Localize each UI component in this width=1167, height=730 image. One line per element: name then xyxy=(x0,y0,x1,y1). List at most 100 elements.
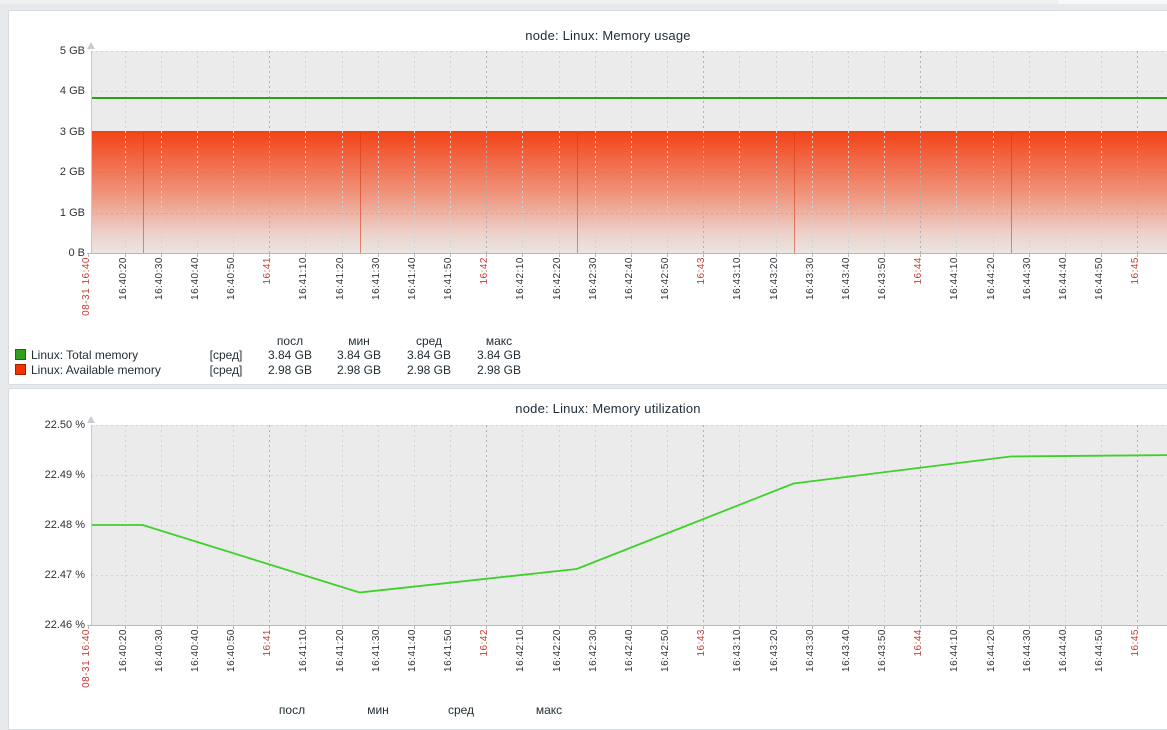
vertical-gridline xyxy=(703,51,705,253)
x-tick-mark xyxy=(811,626,813,629)
vertical-gridline xyxy=(630,425,632,625)
x-tick-label: 16:40:50 xyxy=(226,257,237,300)
vertical-gridline xyxy=(233,51,234,253)
vertical-gridline xyxy=(486,425,488,625)
top-strip xyxy=(0,0,1167,4)
x-tick-mark xyxy=(450,626,451,629)
legend-value: 2.98 GB xyxy=(476,362,522,377)
x-tick-mark xyxy=(992,254,994,257)
y-tick-label: 22.50 % xyxy=(44,419,85,431)
x-tick-label: 16:44:20 xyxy=(985,257,997,300)
x-tick-label: 16:43:50 xyxy=(877,257,888,300)
x-tick-label: 16:43:10 xyxy=(732,257,744,300)
x-tick-label: 16:42:20 xyxy=(551,629,563,672)
chart-title: node: Linux: Memory utilization xyxy=(515,401,701,416)
x-tick-mark xyxy=(630,254,632,257)
vertical-gridline xyxy=(956,51,958,253)
x-tick-mark xyxy=(1137,626,1139,629)
x-tick-label: 16:41:50 xyxy=(443,629,454,672)
legend-item-name[interactable]: Linux: Total memory xyxy=(31,348,139,362)
x-tick-label: 16:41:50 xyxy=(443,257,454,300)
x-tick-label: 08-31 16:40 xyxy=(81,257,93,316)
y-tick-label: 22.46 % xyxy=(44,619,85,631)
x-tick-mark xyxy=(1137,254,1139,257)
x-tick-mark xyxy=(884,626,885,629)
vertical-gridline xyxy=(630,51,632,253)
x-tick-mark xyxy=(956,626,958,629)
memory-usage-plot-area[interactable] xyxy=(91,51,1167,253)
x-tick-mark xyxy=(739,626,741,629)
x-tick-mark xyxy=(1101,626,1103,629)
x-tick-mark xyxy=(558,254,560,257)
x-tick-mark xyxy=(88,254,90,257)
x-tick-mark xyxy=(450,254,451,257)
legend-item-function: [сред] xyxy=(209,362,243,377)
memory-utilization-plot-area[interactable] xyxy=(91,425,1167,625)
x-tick-label: 16:42:10 xyxy=(515,629,527,672)
vertical-gridline xyxy=(269,425,271,625)
vertical-gridline xyxy=(956,425,958,625)
top-strip-right xyxy=(1058,0,1167,4)
x-tick-mark xyxy=(920,626,922,629)
y-tick-label: 4 GB xyxy=(59,85,85,98)
memory-utilization-graph-card: node: Linux: Memory utilization 08-31 16… xyxy=(8,388,1167,730)
x-tick-label: 16:43 xyxy=(696,257,708,285)
legend-column-header: сред xyxy=(415,334,443,348)
x-tick-label: 16:41:40 xyxy=(406,257,418,300)
x-tick-mark xyxy=(558,626,560,629)
chart-title: node: Linux: Memory usage xyxy=(525,28,691,43)
x-tick-mark xyxy=(88,626,90,629)
x-tick-mark xyxy=(160,626,162,629)
x-tick-label: 16:41:10 xyxy=(298,629,310,672)
x-tick-mark xyxy=(1028,626,1030,629)
x-tick-label: 16:44:30 xyxy=(1021,629,1033,672)
vertical-gridline xyxy=(847,425,849,625)
x-tick-mark xyxy=(703,254,705,257)
y-tick-label: 3 GB xyxy=(59,125,85,138)
x-tick-label: 16:44:50 xyxy=(1094,629,1106,672)
area-sample-seam xyxy=(793,132,795,253)
x-tick-mark xyxy=(884,254,885,257)
vertical-gridline xyxy=(305,51,307,253)
vertical-gridline xyxy=(739,425,741,625)
x-tick-mark xyxy=(377,254,379,257)
x-tick-label: 16:42:30 xyxy=(587,257,599,300)
available-memory-area xyxy=(91,130,1167,253)
vertical-gridline xyxy=(847,51,849,253)
legend-value: 2.98 GB xyxy=(267,362,313,377)
x-tick-mark xyxy=(667,254,668,257)
x-tick-mark xyxy=(847,626,849,629)
horizontal-gridline xyxy=(91,425,1167,426)
vertical-gridline xyxy=(233,425,234,625)
vertical-gridline xyxy=(1137,425,1139,625)
x-tick-label: 16:43:40 xyxy=(840,629,852,672)
x-tick-label: 16:40:50 xyxy=(226,629,237,672)
area-sample-seam xyxy=(142,132,144,253)
vertical-gridline xyxy=(920,425,922,625)
x-tick-mark xyxy=(1064,254,1066,257)
x-tick-mark xyxy=(775,254,777,257)
y-tick-label: 2 GB xyxy=(59,166,85,179)
vertical-gridline xyxy=(811,51,813,253)
vertical-gridline xyxy=(775,425,777,625)
x-tick-mark xyxy=(630,626,632,629)
x-tick-mark xyxy=(341,254,343,257)
horizontal-gridline xyxy=(91,575,1167,576)
vertical-gridline xyxy=(124,51,126,253)
vertical-gridline xyxy=(341,425,343,625)
x-tick-label: 16:41:20 xyxy=(334,629,346,672)
horizontal-gridline xyxy=(91,51,1167,52)
legend-value: 3.84 GB xyxy=(476,348,522,362)
y-tick-label: 22.47 % xyxy=(44,569,85,581)
vertical-gridline xyxy=(305,425,307,625)
vertical-gridline xyxy=(739,51,741,253)
vertical-gridline xyxy=(269,51,271,253)
legend-item-name[interactable]: Linux: Available memory xyxy=(31,362,161,377)
vertical-gridline xyxy=(558,51,560,253)
horizontal-gridline xyxy=(91,475,1167,476)
vertical-gridline xyxy=(522,51,524,253)
legend-column-header: мин xyxy=(367,703,389,717)
x-tick-mark xyxy=(486,626,488,629)
x-tick-mark xyxy=(196,254,198,257)
